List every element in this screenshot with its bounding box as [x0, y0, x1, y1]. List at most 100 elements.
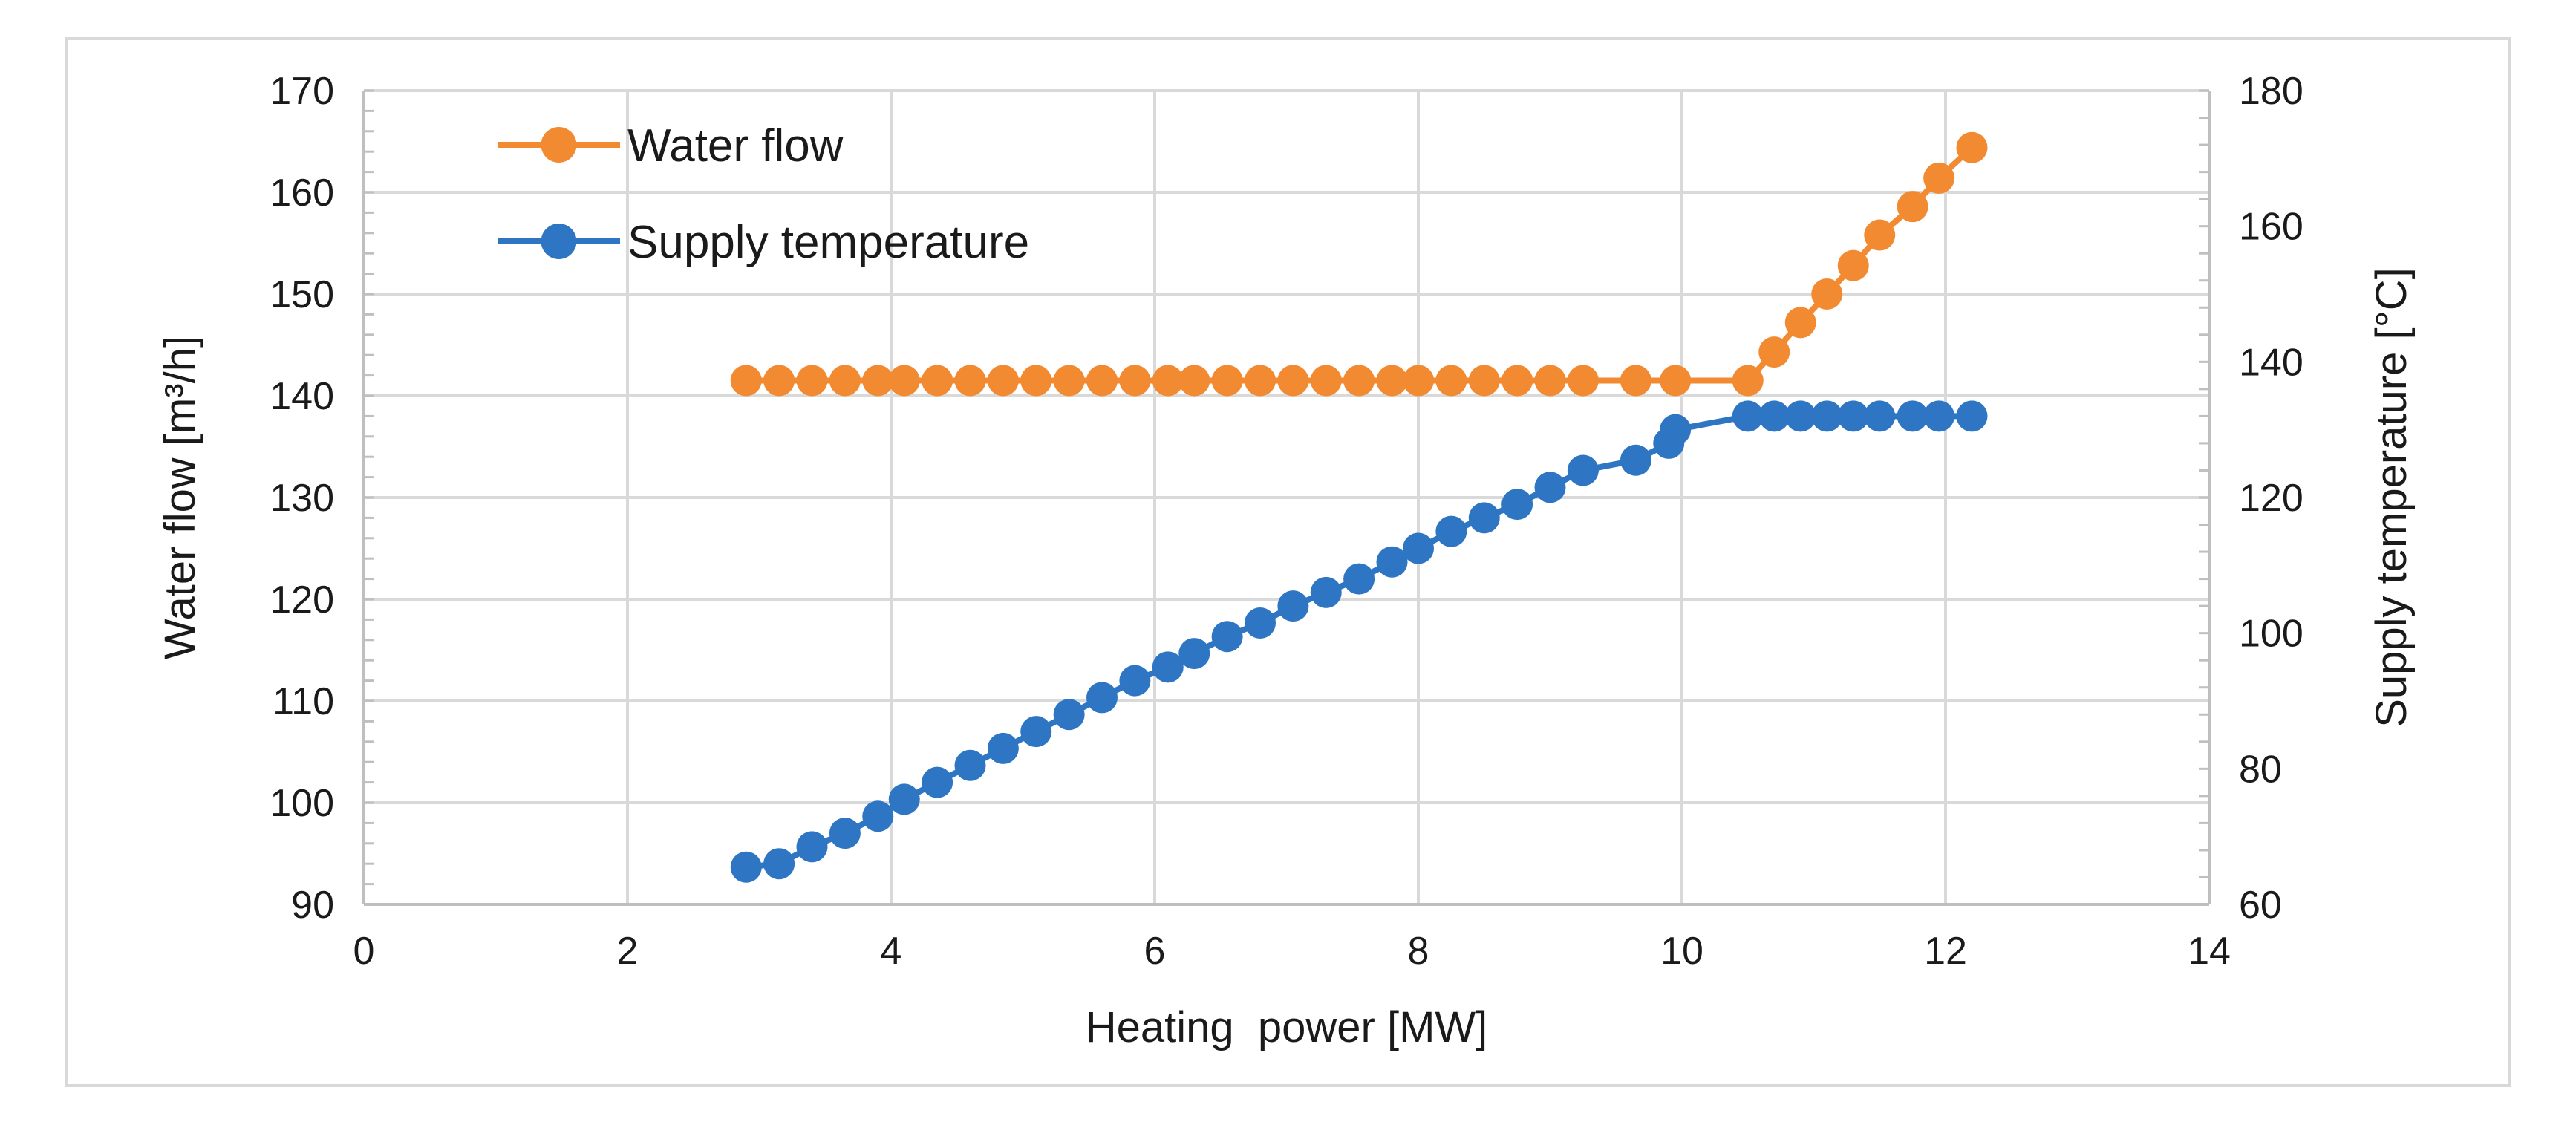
data-point-water-flow	[1732, 365, 1764, 397]
legend-label-supply-temperature: Supply temperature	[627, 217, 1029, 268]
data-point-water-flow	[1211, 365, 1243, 397]
data-point-water-flow	[1758, 336, 1790, 368]
data-point-supply-temperature	[1053, 699, 1085, 731]
y-tick-label: 90	[291, 884, 334, 927]
data-point-water-flow	[922, 365, 953, 397]
legend-label-water-flow: Water flow	[627, 120, 844, 172]
x-tick-label: 6	[1144, 930, 1166, 973]
data-point-supply-temperature	[1897, 400, 1928, 432]
x-axis-title: Heating power [MW]	[1086, 1003, 1488, 1051]
data-point-water-flow	[796, 365, 828, 397]
y-tick-label: 170	[270, 70, 334, 113]
data-point-supply-temperature	[829, 818, 861, 849]
data-point-water-flow	[1435, 365, 1467, 397]
series	[730, 131, 1988, 883]
data-point-water-flow	[1277, 365, 1309, 397]
data-point-supply-temperature	[862, 800, 894, 832]
x-tick-label: 10	[1660, 930, 1703, 973]
data-point-water-flow	[1053, 365, 1085, 397]
data-point-water-flow	[1534, 365, 1566, 397]
data-point-water-flow	[1178, 365, 1210, 397]
data-point-supply-temperature	[1435, 515, 1467, 547]
data-point-supply-temperature	[922, 766, 953, 798]
data-point-supply-temperature	[730, 851, 762, 883]
data-point-water-flow	[1811, 278, 1843, 310]
data-point-water-flow	[1837, 249, 1869, 281]
axes: 0 2 4 6 8 10 12 14 90 100 110 120 130 140 150 160 170 60 8…	[270, 70, 2303, 973]
y2-tick-label: 120	[2239, 477, 2303, 520]
data-point-supply-temperature	[888, 783, 920, 815]
data-point-water-flow	[1620, 365, 1651, 397]
data-point-water-flow	[1923, 162, 1955, 194]
data-point-supply-temperature	[987, 732, 1019, 764]
data-point-water-flow	[1864, 219, 1896, 251]
x-tick-label: 8	[1408, 930, 1429, 973]
y2-tick-label: 60	[2239, 884, 2282, 927]
data-point-supply-temperature	[1277, 590, 1309, 622]
data-point-supply-temperature	[1534, 472, 1566, 503]
data-point-water-flow	[1086, 365, 1118, 397]
data-point-water-flow	[1468, 365, 1500, 397]
y-axis-title: Water flow [m³/h]	[156, 336, 204, 659]
data-point-water-flow	[1376, 365, 1408, 397]
data-point-supply-temperature	[1020, 716, 1052, 748]
data-point-water-flow	[829, 365, 861, 397]
data-point-supply-temperature	[1758, 400, 1790, 432]
data-point-water-flow	[1897, 191, 1928, 223]
y-tick-label: 120	[270, 578, 334, 622]
data-point-water-flow	[987, 365, 1019, 397]
legend: Water flow Supply temperature	[498, 120, 1029, 268]
data-point-supply-temperature	[1178, 638, 1210, 670]
data-point-supply-temperature	[1403, 532, 1434, 564]
data-point-supply-temperature	[1501, 489, 1533, 521]
y-tick-label: 140	[270, 375, 334, 418]
y2-tick-label: 160	[2239, 206, 2303, 249]
grid-lines	[362, 89, 2211, 906]
x-tick-label: 0	[353, 930, 375, 973]
y2-tick-label: 140	[2239, 341, 2303, 384]
y-tick-label: 110	[273, 680, 334, 723]
data-point-water-flow	[888, 365, 920, 397]
data-point-supply-temperature	[763, 848, 795, 880]
data-point-water-flow	[1119, 365, 1151, 397]
y2-axis-title: Supply temperature [°C]	[2367, 267, 2416, 728]
data-point-water-flow	[1310, 365, 1342, 397]
data-point-supply-temperature	[1245, 607, 1276, 639]
x-tick-label: 4	[881, 930, 902, 973]
data-point-supply-temperature	[1660, 414, 1692, 446]
data-point-supply-temperature	[1864, 400, 1896, 432]
data-point-supply-temperature	[1567, 454, 1599, 486]
legend-marker-supply-temperature	[541, 224, 577, 259]
y-tick-label: 100	[270, 782, 334, 825]
data-point-water-flow	[1020, 365, 1052, 397]
data-point-water-flow	[862, 365, 894, 397]
data-point-supply-temperature	[1956, 400, 1988, 432]
data-point-supply-temperature	[1732, 400, 1764, 432]
data-point-water-flow	[730, 365, 762, 397]
data-point-supply-temperature	[1310, 576, 1342, 608]
data-point-water-flow	[1956, 131, 1988, 163]
data-point-supply-temperature	[954, 749, 986, 781]
data-point-water-flow	[1660, 365, 1692, 397]
y-tick-label: 150	[270, 273, 334, 316]
y2-tick-label: 80	[2239, 748, 2282, 791]
data-point-supply-temperature	[796, 831, 828, 863]
y2-tick-label: 100	[2239, 613, 2303, 656]
data-point-supply-temperature	[1923, 400, 1955, 432]
data-point-water-flow	[1567, 365, 1599, 397]
data-point-supply-temperature	[1152, 651, 1184, 683]
data-point-water-flow	[1784, 307, 1816, 339]
data-point-supply-temperature	[1211, 621, 1243, 653]
data-point-water-flow	[1152, 365, 1184, 397]
data-point-supply-temperature	[1784, 400, 1816, 432]
data-point-water-flow	[1501, 365, 1533, 397]
data-point-supply-temperature	[1343, 563, 1375, 595]
data-point-supply-temperature	[1119, 665, 1151, 697]
data-point-water-flow	[1245, 365, 1276, 397]
x-tick-label: 14	[2188, 930, 2231, 973]
data-point-water-flow	[1343, 365, 1375, 397]
x-tick-label: 2	[617, 930, 639, 973]
y-tick-label: 160	[270, 172, 334, 215]
